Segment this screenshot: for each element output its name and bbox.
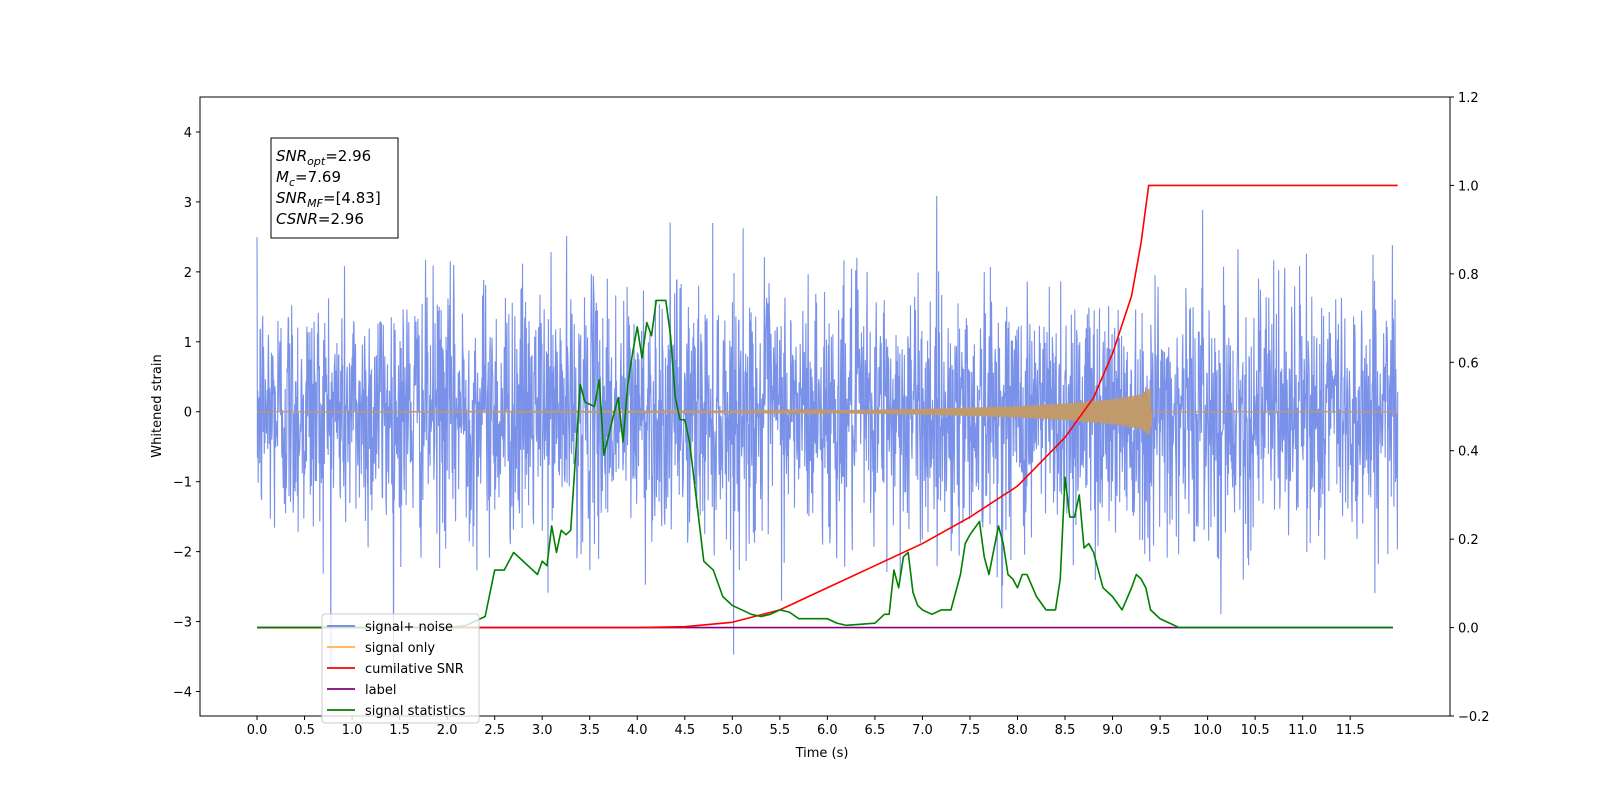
x-tick-label: 11.5	[1336, 723, 1365, 738]
y2-tick-label: 1.0	[1458, 179, 1479, 194]
y-tick-label: −2	[173, 546, 192, 561]
y2-tick-label: 1.2	[1458, 91, 1479, 106]
y-tick-label: 4	[184, 126, 192, 141]
annotation-line: CSNR=2.96	[276, 210, 364, 228]
y2-tick-label: 0.0	[1458, 622, 1479, 637]
annotation-subscript: MF	[307, 197, 323, 210]
x-tick-label: 2.5	[484, 723, 505, 738]
x-axis: 0.0 0.5 1.0 1.5 2.0 2.5 3.0 3.5 4.0 4.5 5.0 5.5 6.0 6…	[247, 716, 1365, 738]
x-tick-label: 9.0	[1102, 723, 1123, 738]
x-tick-label: 10.0	[1193, 723, 1222, 738]
annotation-value: =7.69	[295, 168, 341, 186]
y-tick-label: −1	[173, 476, 192, 491]
x-tick-label: 11.0	[1288, 723, 1317, 738]
legend-frame	[321, 613, 480, 724]
plot-frame	[199, 96, 1451, 717]
x-tick-label: 9.5	[1150, 723, 1171, 738]
annotation-line: SNRopt=2.96	[276, 147, 371, 168]
y-axis-right: 1.2 1.0 0.8 0.6 0.4 0.2 0.0 −0.2	[1450, 91, 1490, 725]
x-tick-label: 10.5	[1241, 723, 1270, 738]
series-layer	[256, 184, 1399, 676]
y-tick-label: 0	[184, 406, 192, 421]
annotation-symbol: SNR	[276, 189, 307, 207]
y2-tick-label: −0.2	[1458, 710, 1490, 725]
y-tick-label: 2	[184, 266, 192, 281]
y-tick-label: −3	[173, 616, 192, 631]
annotation-symbol: M	[276, 168, 289, 186]
y-tick-label: −4	[173, 686, 192, 701]
series-signal-only-line	[257, 387, 1398, 436]
annotation-value: =[4.83]	[323, 189, 381, 207]
x-tick-label: 0.0	[247, 723, 268, 738]
x-tick-label: 7.5	[960, 723, 981, 738]
x-tick-label: 6.0	[817, 723, 838, 738]
annotation-subscript: c	[289, 176, 295, 189]
legend-entry-label: label	[365, 683, 396, 698]
x-tick-label: 3.0	[532, 723, 553, 738]
legend-entry-label: signal statistics	[365, 704, 466, 719]
x-tick-label: 1.5	[389, 723, 410, 738]
x-tick-label: 1.0	[342, 723, 363, 738]
x-tick-label: 4.0	[627, 723, 648, 738]
annotation-value: =2.96	[325, 147, 371, 165]
x-tick-label: 8.0	[1007, 723, 1028, 738]
x-tick-label: 5.5	[770, 723, 791, 738]
x-tick-label: 8.5	[1055, 723, 1076, 738]
y2-tick-label: 0.8	[1458, 268, 1479, 283]
annotation-line: SNRMF=[4.83]	[276, 189, 381, 210]
y-tick-label: 3	[184, 196, 192, 211]
x-tick-label: 0.5	[294, 723, 315, 738]
annotation-box-frame	[270, 137, 399, 239]
legend-entry-label: signal only	[365, 641, 435, 656]
y-axis-label: Whitened strain	[150, 354, 165, 457]
x-axis-label: Time (s)	[795, 746, 849, 761]
y2-tick-label: 0.2	[1458, 533, 1479, 548]
x-tick-label: 3.5	[579, 723, 600, 738]
x-tick-label: 6.5	[865, 723, 886, 738]
y2-tick-label: 0.4	[1458, 445, 1479, 460]
series-signal-noise-line	[256, 195, 1399, 676]
x-tick-label: 2.0	[437, 723, 458, 738]
annotation-symbol: SNR	[276, 147, 307, 165]
x-tick-label: 5.0	[722, 723, 743, 738]
y-tick-label: 1	[184, 336, 192, 351]
series-cumulative-snr-line	[257, 184, 1398, 629]
legend: signal+ noise signal only cumilative SNR la…	[321, 613, 480, 724]
x-tick-label: 7.0	[912, 723, 933, 738]
series-signal-statistics-line	[257, 299, 1393, 629]
y-axis-left: 4 3 2 1 0 −1 −2 −3 −4	[173, 126, 200, 701]
annotation-value: =2.96	[318, 210, 364, 228]
annotation-line: Mc=7.69	[276, 168, 341, 189]
y2-tick-label: 0.6	[1458, 356, 1479, 371]
x-tick-label: 4.5	[674, 723, 695, 738]
legend-entry-label: signal+ noise	[365, 620, 453, 635]
annotation-subscript: opt	[307, 155, 326, 168]
legend-entry-label: cumilative SNR	[365, 662, 464, 677]
annotation-symbol: CSNR	[276, 210, 318, 228]
